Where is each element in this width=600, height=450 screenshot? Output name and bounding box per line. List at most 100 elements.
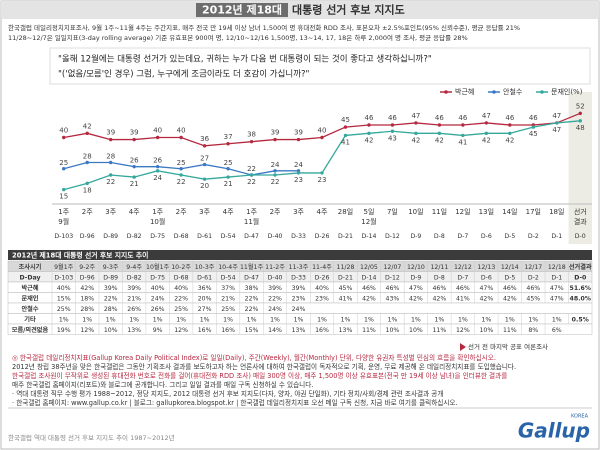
x-tick-label: 13일 xyxy=(479,207,494,216)
table-cell: 22% xyxy=(268,295,282,302)
table-cell: 21% xyxy=(127,295,141,302)
x-tick-label: 2주 xyxy=(270,208,281,216)
table-cell: 1% xyxy=(458,316,468,323)
x-tick-label: 18일 xyxy=(549,207,564,216)
table-cell: 8% xyxy=(528,327,538,334)
table-cell: 28% xyxy=(104,306,118,313)
table-cell: 1% xyxy=(176,316,186,323)
table-cell: 28% xyxy=(80,306,94,313)
table-cell: 46% xyxy=(386,285,400,292)
x-dday-label: D-54 xyxy=(221,233,236,240)
table-cell: 40% xyxy=(174,285,188,292)
data-point xyxy=(62,135,66,140)
table-cell: 12/11 xyxy=(430,264,448,271)
table-cell: D-47 xyxy=(244,274,259,281)
data-point xyxy=(296,171,301,175)
marker-note: 선거 전 마지막 공표 여론조사 xyxy=(468,342,548,351)
data-label: 39 xyxy=(130,129,139,137)
question: "올해 12월에는 대통령 선거가 있는데요, 귀하는 누가 다음 번 대통령이… xyxy=(58,54,432,65)
table-cell: 10-3주 xyxy=(195,264,215,271)
table-cell: 47% xyxy=(479,285,493,292)
data-point xyxy=(85,181,89,186)
table-cell: 9% xyxy=(153,327,163,334)
result-shade xyxy=(568,92,592,244)
x-dday-label: D-6 xyxy=(481,233,492,240)
x-dday-label: D-40 xyxy=(268,233,283,240)
table-cell: D-0 xyxy=(574,274,587,281)
table-cell: D-21 xyxy=(338,274,353,281)
x-tick-label: 5일 xyxy=(364,207,375,216)
table-cell: D-14 xyxy=(362,274,377,281)
data-point xyxy=(555,121,559,125)
data-label: 42 xyxy=(482,136,491,144)
table-cell: 0.5% xyxy=(572,316,589,323)
table-cell: D-8 xyxy=(434,274,445,281)
data-label: 23 xyxy=(318,176,327,184)
data-point xyxy=(296,137,301,142)
table-cell: 6% xyxy=(552,327,562,334)
table-cell: 9월1주 xyxy=(54,263,74,271)
table-cell: 42% xyxy=(409,295,423,302)
data-label: 22 xyxy=(271,178,280,186)
table-cell: 45% xyxy=(526,295,540,302)
x-dday-label: D-47 xyxy=(244,233,259,240)
data-point xyxy=(578,119,582,123)
table-cell: 46% xyxy=(456,285,470,292)
x-group-label: 12월 xyxy=(361,217,376,226)
table-cell: 1% xyxy=(411,316,421,323)
data-label: 42 xyxy=(435,136,444,144)
x-tick-label: 1주 xyxy=(152,208,163,216)
data-label: 18 xyxy=(83,186,92,194)
table-cell: D-26 xyxy=(315,274,330,281)
table-cell: 1% xyxy=(223,316,233,323)
table-cell: 11-3주 xyxy=(289,264,309,271)
row-header: 문재인 xyxy=(21,294,38,302)
table-cell: 11월1주 xyxy=(240,263,264,271)
table-cell: D-82 xyxy=(127,274,142,281)
data-point xyxy=(202,162,207,167)
table-cell: 15% xyxy=(57,295,71,302)
data-label: 39 xyxy=(271,129,280,137)
table-cell: D-68 xyxy=(174,274,189,281)
data-label: 46 xyxy=(505,114,514,122)
data-label: 25 xyxy=(59,159,68,167)
x-dday-label: D-21 xyxy=(338,233,353,240)
data-point xyxy=(226,175,230,179)
table-cell: D-89 xyxy=(103,274,118,281)
table-cell: 12% xyxy=(456,327,470,334)
row-header: 모름/의견없음 xyxy=(12,326,49,334)
data-point xyxy=(226,142,230,146)
row-header: D-Day xyxy=(20,274,41,281)
x-dday-label: D-103 xyxy=(54,233,73,240)
data-point xyxy=(390,129,395,133)
data-label: 52 xyxy=(576,102,585,110)
table-cell: 11/28 xyxy=(337,264,355,271)
table-cell: 1% xyxy=(82,316,92,323)
data-label: 25 xyxy=(177,159,186,167)
table-cell: 15% xyxy=(245,327,259,334)
data-label: 48 xyxy=(576,124,585,132)
data-point xyxy=(179,167,183,171)
table-cell: 45% xyxy=(339,285,353,292)
data-point xyxy=(390,123,395,127)
data-point xyxy=(108,137,113,142)
data-label: 39 xyxy=(106,129,115,137)
data-label: 26 xyxy=(130,157,139,165)
table-cell: 9-4주 xyxy=(126,264,142,271)
title-bar xyxy=(1,1,599,19)
table-cell: 22% xyxy=(104,295,118,302)
data-label: 42 xyxy=(83,122,92,130)
data-point xyxy=(508,123,512,127)
data-point xyxy=(108,173,113,177)
data-label: 47 xyxy=(482,112,491,120)
data-point xyxy=(461,123,465,127)
table-cell: 24% xyxy=(151,295,165,302)
row-header: 안철수 xyxy=(21,305,38,313)
logo-sub: KOREA xyxy=(571,414,589,420)
table-cell: 48.0% xyxy=(570,295,591,302)
data-label: 21 xyxy=(130,180,139,188)
data-label: 45 xyxy=(341,116,350,124)
note-line: 2012년 창립 38주년을 맞은 한국갤럽은 그동안 기획조사 결과를 보도하… xyxy=(12,362,516,371)
data-label: 40 xyxy=(59,127,68,135)
title-badge: 2012년 제18대 xyxy=(202,3,282,17)
